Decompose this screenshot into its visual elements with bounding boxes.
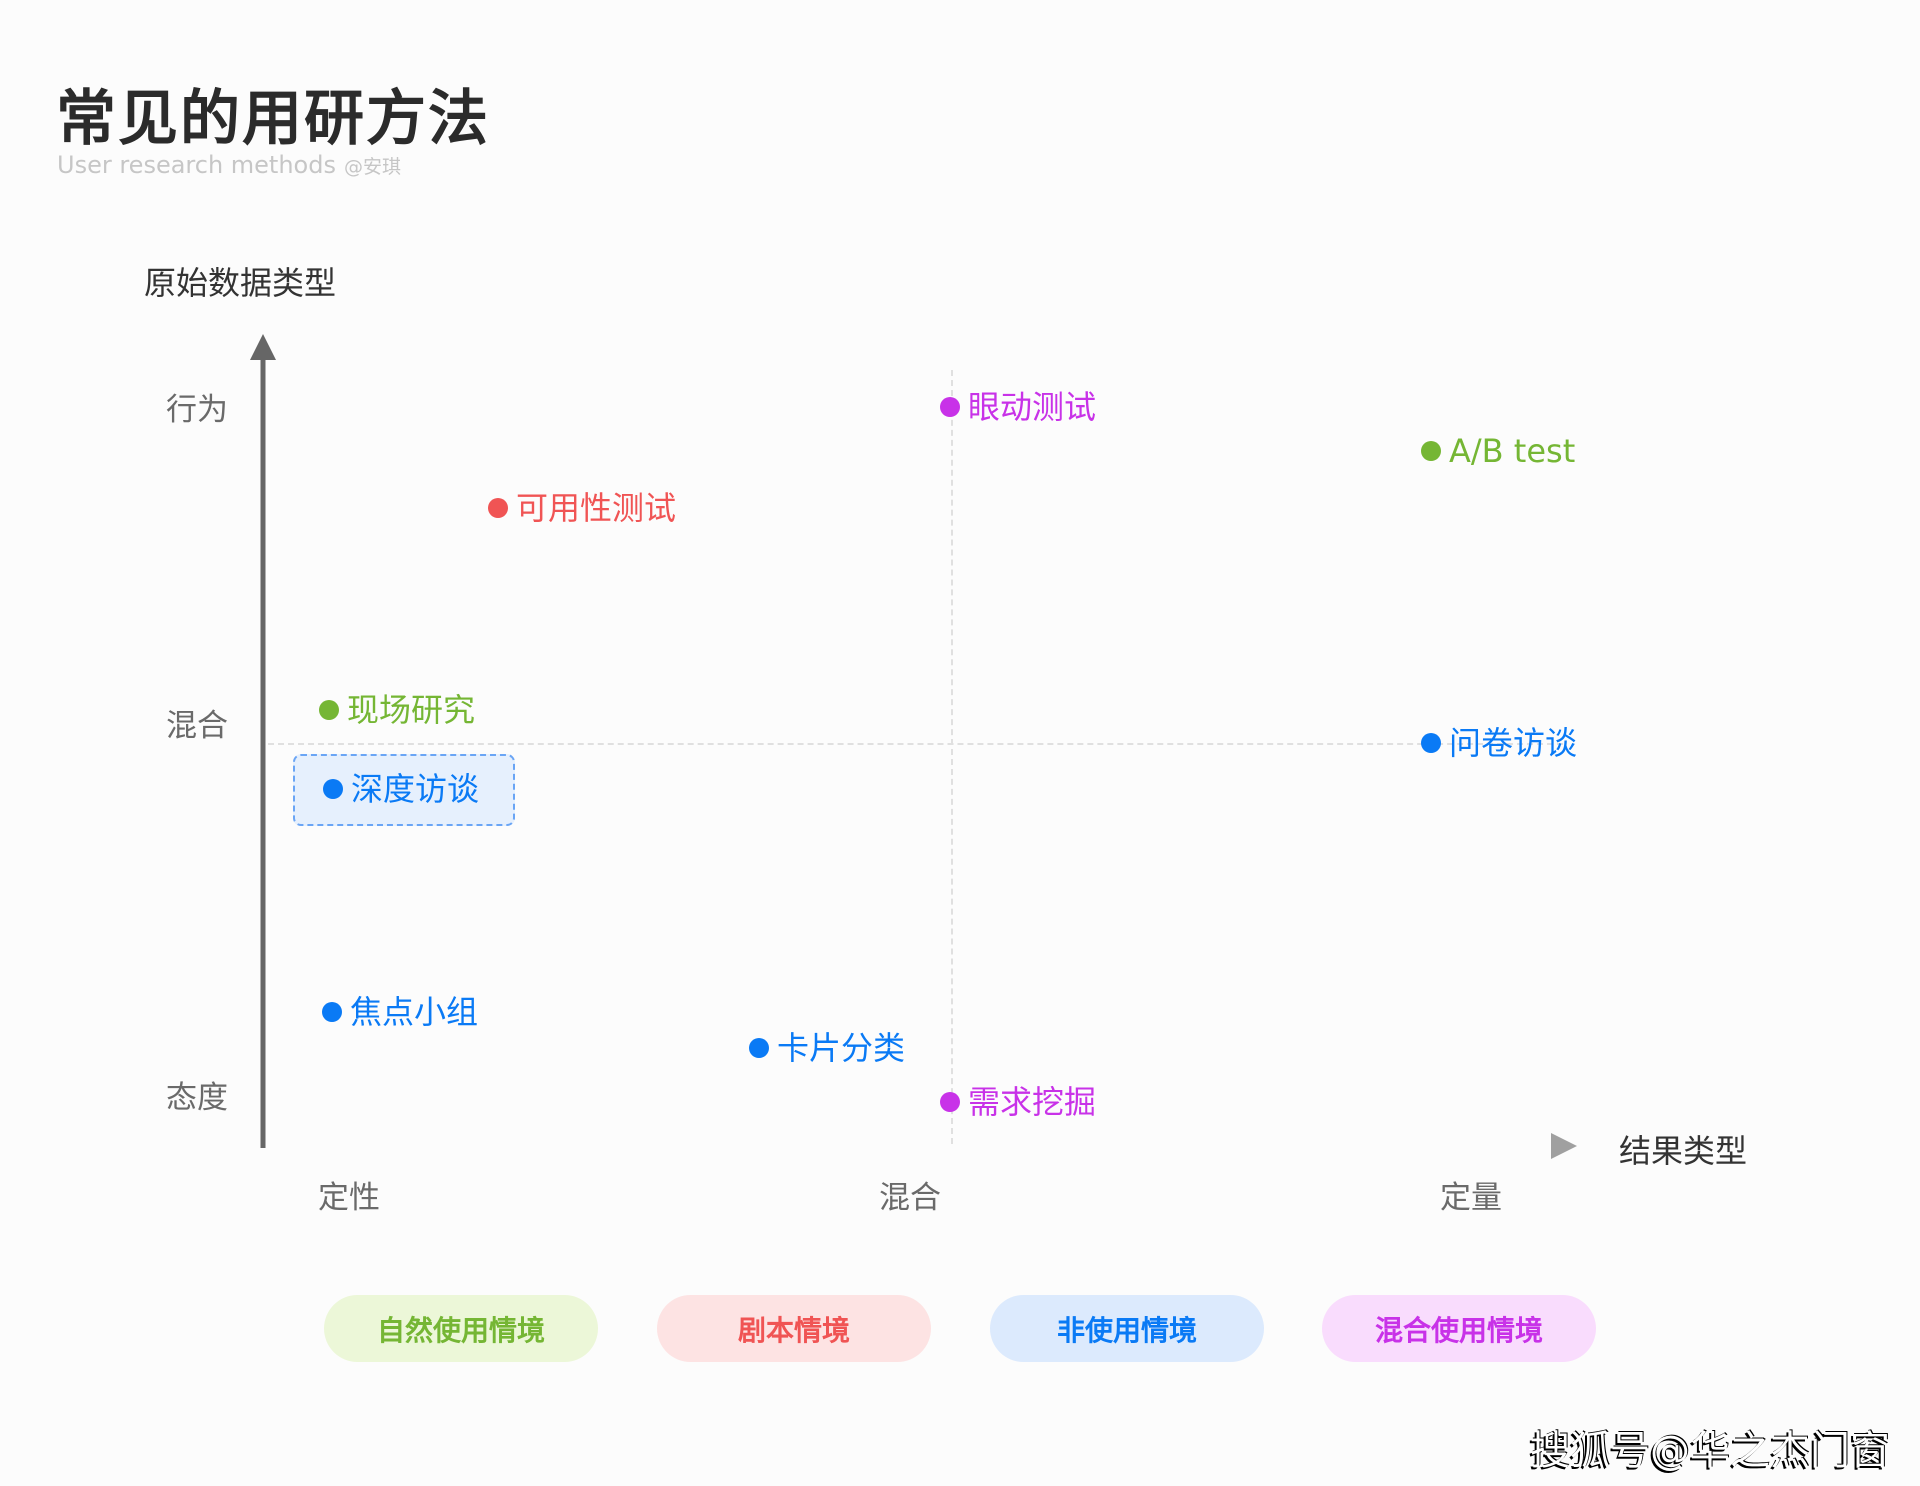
dot-icon bbox=[322, 1002, 342, 1022]
x-axis-title: 结果类型 bbox=[1619, 1132, 1748, 1170]
dot-icon bbox=[1421, 441, 1441, 461]
y-axis-arrow-icon bbox=[250, 334, 276, 360]
grid-horizontal-center bbox=[268, 743, 1563, 745]
point-label: A/B test bbox=[1449, 432, 1576, 470]
point-label: 深度访谈 bbox=[351, 770, 480, 808]
y-tick-attitude: 态度 bbox=[166, 1080, 228, 1116]
y-tick-behavior: 行为 bbox=[166, 392, 228, 428]
dot-icon bbox=[488, 498, 508, 518]
point-ab-test: A/B test bbox=[1421, 432, 1576, 470]
legend-label: 剧本情境 bbox=[737, 1313, 850, 1347]
dot-icon bbox=[940, 397, 960, 417]
point-label: 卡片分类 bbox=[777, 1029, 906, 1067]
subtitle-text: User research methods bbox=[57, 151, 336, 179]
dot-icon bbox=[319, 700, 339, 720]
x-tick-qualitative: 定性 bbox=[318, 1180, 380, 1216]
author-credit: @安琪 bbox=[343, 156, 401, 178]
x-axis-arrow-icon bbox=[1551, 1133, 1577, 1159]
legend-label: 自然使用情境 bbox=[376, 1313, 545, 1347]
legend-mixed-context: 混合使用情境 bbox=[1322, 1295, 1596, 1362]
legend-scripted-context: 剧本情境 bbox=[657, 1295, 931, 1362]
legend-non-usage-context: 非使用情境 bbox=[990, 1295, 1264, 1362]
legend-natural-context: 自然使用情境 bbox=[324, 1295, 598, 1362]
legend-label: 非使用情境 bbox=[1056, 1313, 1197, 1347]
point-usability-test: 可用性测试 bbox=[488, 489, 677, 527]
grid-vertical-center bbox=[951, 370, 953, 1144]
point-label: 焦点小组 bbox=[350, 993, 479, 1031]
x-tick-mixed: 混合 bbox=[879, 1180, 941, 1216]
y-axis-title: 原始数据类型 bbox=[144, 264, 337, 302]
page-subtitle: User research methods @安琪 bbox=[57, 151, 401, 179]
point-label: 现场研究 bbox=[347, 691, 476, 729]
dot-icon bbox=[749, 1038, 769, 1058]
watermark: 搜狐号@华之杰门窗 bbox=[1530, 1428, 1890, 1474]
point-eye-tracking: 眼动测试 bbox=[940, 388, 1097, 426]
point-label: 可用性测试 bbox=[516, 489, 677, 527]
dot-icon bbox=[940, 1092, 960, 1112]
point-survey-interview: 问卷访谈 bbox=[1421, 724, 1578, 762]
point-field-study: 现场研究 bbox=[319, 691, 476, 729]
x-tick-quantitative: 定量 bbox=[1440, 1180, 1502, 1216]
point-focus-group: 焦点小组 bbox=[322, 993, 479, 1031]
y-tick-mixed: 混合 bbox=[166, 708, 228, 744]
legend-label: 混合使用情境 bbox=[1374, 1313, 1543, 1347]
point-needs-discovery: 需求挖掘 bbox=[940, 1083, 1097, 1121]
point-label: 需求挖掘 bbox=[968, 1083, 1097, 1121]
page-title: 常见的用研方法 bbox=[56, 84, 490, 154]
point-label: 眼动测试 bbox=[968, 388, 1097, 426]
point-card-sorting: 卡片分类 bbox=[749, 1029, 906, 1067]
point-depth-interview: 深度访谈 bbox=[323, 770, 480, 808]
dot-icon bbox=[323, 779, 343, 799]
point-label: 问卷访谈 bbox=[1449, 724, 1578, 762]
dot-icon bbox=[1421, 733, 1441, 753]
